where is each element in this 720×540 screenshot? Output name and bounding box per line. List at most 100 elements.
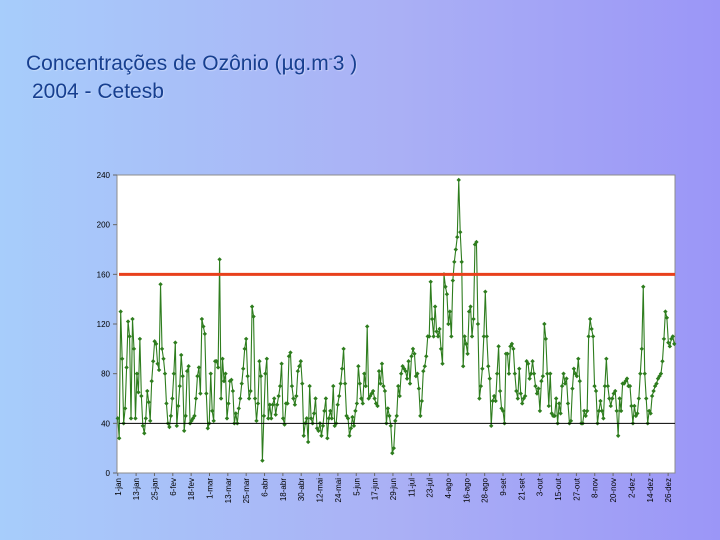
data-point bbox=[159, 346, 165, 352]
data-point bbox=[336, 393, 342, 399]
x-tick-label: 28-ago bbox=[481, 477, 490, 502]
data-point bbox=[496, 344, 501, 349]
data-point bbox=[576, 356, 581, 361]
data-point bbox=[534, 391, 540, 396]
data-point bbox=[251, 314, 256, 319]
x-tick-label: 12-mai bbox=[316, 478, 325, 503]
data-point bbox=[217, 257, 222, 262]
data-point bbox=[632, 403, 637, 409]
data-point bbox=[210, 408, 215, 414]
data-point bbox=[338, 381, 343, 386]
data-point bbox=[117, 436, 122, 441]
data-point bbox=[382, 388, 388, 394]
data-point bbox=[614, 408, 619, 414]
data-point bbox=[624, 376, 630, 381]
data-point bbox=[274, 402, 280, 407]
data-point bbox=[177, 383, 182, 389]
data-point bbox=[238, 396, 243, 401]
data-point bbox=[150, 359, 156, 364]
data-point bbox=[459, 259, 464, 265]
data-point bbox=[319, 433, 324, 438]
data-point bbox=[521, 396, 526, 401]
data-point bbox=[118, 309, 123, 314]
data-point bbox=[204, 391, 209, 396]
data-point bbox=[307, 383, 312, 389]
data-point bbox=[320, 423, 326, 429]
x-tick-label: 17-jun bbox=[371, 478, 380, 500]
data-point bbox=[635, 411, 640, 416]
data-point bbox=[419, 398, 425, 404]
data-point bbox=[305, 439, 311, 445]
data-point bbox=[598, 398, 603, 404]
data-point bbox=[484, 334, 489, 339]
data-point bbox=[440, 361, 445, 366]
data-point bbox=[481, 334, 487, 339]
data-point bbox=[435, 334, 441, 339]
data-point bbox=[136, 390, 141, 395]
x-tick-label: 16-ago bbox=[462, 477, 471, 502]
data-point bbox=[658, 371, 664, 376]
data-point bbox=[357, 381, 363, 386]
x-tick-label: 23-jul bbox=[426, 478, 435, 498]
data-point bbox=[285, 401, 290, 406]
data-point bbox=[195, 373, 200, 379]
data-point bbox=[589, 326, 594, 332]
x-tick-label: 5-jun bbox=[352, 478, 361, 496]
data-point bbox=[277, 383, 283, 389]
data-point bbox=[335, 402, 340, 407]
data-point bbox=[409, 354, 414, 359]
data-point bbox=[184, 368, 190, 374]
data-point bbox=[375, 403, 380, 409]
data-point bbox=[475, 321, 481, 327]
data-point bbox=[291, 396, 296, 401]
data-point bbox=[205, 426, 210, 431]
data-point bbox=[490, 398, 495, 404]
data-point bbox=[249, 304, 255, 309]
data-point bbox=[229, 377, 234, 383]
data-point bbox=[406, 359, 411, 364]
data-point bbox=[140, 423, 146, 429]
data-point bbox=[449, 334, 454, 339]
title-line-2: 2004 - Cetesb bbox=[32, 80, 164, 103]
data-point bbox=[288, 350, 293, 355]
data-point bbox=[351, 423, 357, 429]
data-point bbox=[339, 366, 345, 371]
data-point bbox=[353, 408, 358, 414]
data-point bbox=[131, 346, 137, 352]
data-point bbox=[641, 284, 646, 289]
x-tick-label: 13-jan bbox=[132, 478, 141, 500]
x-tick-label: 11-jul bbox=[407, 478, 416, 497]
data-point bbox=[478, 383, 484, 389]
data-point bbox=[483, 289, 488, 294]
data-point bbox=[170, 396, 175, 401]
data-point bbox=[393, 418, 398, 424]
data-point bbox=[267, 402, 272, 407]
x-tick-label: 25-jan bbox=[150, 478, 159, 500]
data-point bbox=[359, 396, 364, 401]
data-point bbox=[649, 393, 655, 399]
data-point bbox=[385, 406, 391, 411]
data-point bbox=[289, 383, 295, 389]
data-point bbox=[427, 334, 432, 339]
data-point bbox=[531, 371, 537, 376]
data-point bbox=[486, 364, 491, 369]
x-tick-label: 6-fev bbox=[169, 478, 178, 496]
data-point bbox=[403, 368, 408, 374]
data-point bbox=[391, 445, 396, 451]
data-point bbox=[263, 371, 268, 376]
x-tick-label: 26-dez bbox=[664, 478, 673, 502]
data-point bbox=[493, 398, 498, 404]
data-point bbox=[428, 279, 433, 284]
data-point bbox=[292, 402, 298, 407]
data-point bbox=[252, 396, 258, 401]
data-point bbox=[193, 396, 199, 401]
data-point bbox=[171, 371, 177, 376]
data-point bbox=[494, 371, 500, 376]
data-point bbox=[255, 401, 261, 406]
data-point bbox=[398, 371, 404, 376]
data-point bbox=[663, 309, 668, 314]
data-point bbox=[388, 423, 394, 429]
data-point bbox=[654, 381, 659, 386]
data-point bbox=[162, 371, 168, 376]
